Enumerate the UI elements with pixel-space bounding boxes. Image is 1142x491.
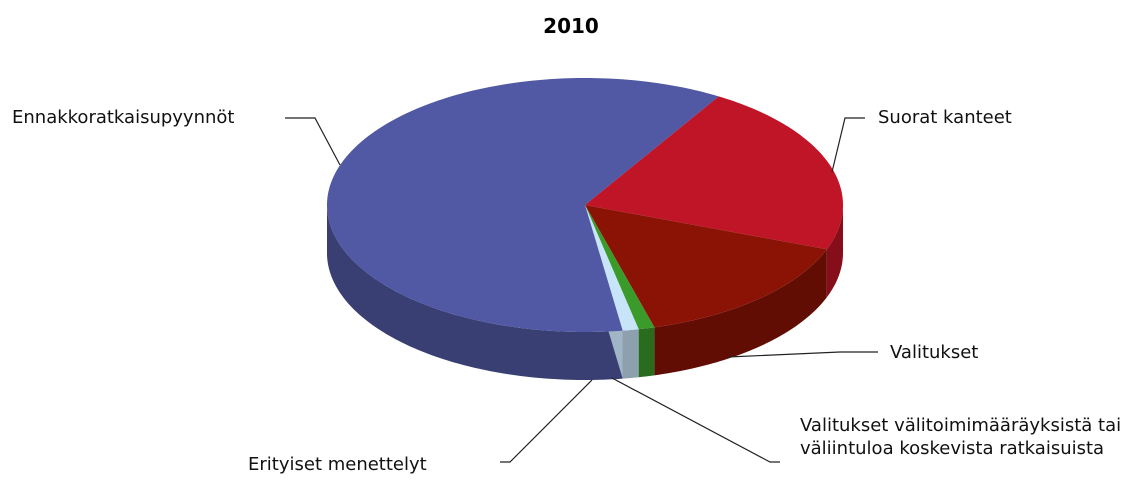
leader-line — [611, 377, 780, 463]
slice-label: Ennakkoratkaisupyynnöt — [12, 107, 235, 128]
slice-side — [622, 329, 639, 379]
slice-side — [638, 327, 655, 378]
slice-label: Valitukset välitoimimääräyksistä tai väl… — [800, 415, 1122, 459]
slice-label: Erityiset menettelyt — [248, 454, 427, 475]
slice-side — [327, 205, 623, 380]
leader-line — [831, 117, 865, 173]
slice — [585, 205, 655, 330]
leader-line — [285, 117, 341, 166]
leader-line — [500, 379, 593, 463]
chart-title: 2010 — [543, 14, 599, 38]
slice — [327, 78, 719, 332]
slice — [585, 96, 843, 250]
leader-line — [727, 351, 878, 358]
slice-label: Valitukset — [890, 342, 979, 363]
slice-side — [654, 249, 827, 376]
slice-label: Suorat kanteet — [878, 107, 1012, 128]
slice — [585, 205, 639, 331]
slice — [585, 205, 827, 328]
slice-side — [826, 205, 843, 298]
